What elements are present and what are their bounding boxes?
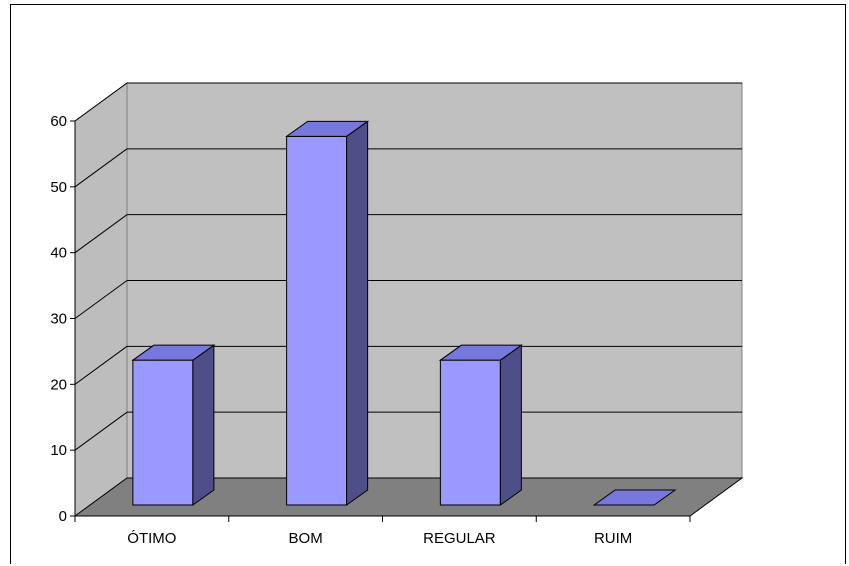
gridline-side: [74, 148, 128, 188]
bar-front: [286, 135, 348, 506]
bar: [438, 344, 523, 506]
x-tick-labels: ÓTIMO BOM REGULAR RUIM: [127, 530, 632, 547]
gridlines: [74, 82, 742, 451]
x-tick-label: ÓTIMO: [127, 530, 176, 547]
axes: [70, 120, 691, 522]
bar-side: [346, 120, 369, 506]
y-tick-label: 40: [50, 245, 67, 262]
bar-front: [132, 359, 194, 506]
bar-top: [285, 120, 370, 137]
y-tick-label: 20: [50, 376, 67, 393]
y-tick-label: 50: [50, 179, 67, 196]
gridline-side: [74, 411, 128, 451]
x-tick-label: BOM: [289, 530, 323, 547]
bar-side: [192, 344, 215, 506]
y-tick-labels: 0 10 20 30 40 50 60: [50, 113, 67, 525]
x-tick-label: RUIM: [594, 530, 632, 547]
bar-top: [131, 344, 216, 361]
y-tick-label: 0: [59, 508, 67, 525]
gridline-side: [74, 82, 128, 122]
gridline-side: [74, 280, 128, 319]
bar-top: [438, 344, 523, 361]
bar-top: [592, 489, 677, 506]
chart-frame: [10, 4, 846, 564]
y-tick-label: 60: [50, 113, 67, 130]
y-tick-label: 10: [50, 442, 67, 459]
gridline-side: [74, 345, 128, 385]
bar: [285, 120, 370, 506]
bar: [592, 489, 677, 506]
y-tick-label: 30: [50, 311, 67, 328]
x-tick-label: REGULAR: [423, 530, 496, 547]
bar-side: [499, 344, 522, 506]
bar: [131, 344, 216, 506]
gridline-side: [74, 214, 128, 254]
bar-front: [439, 359, 501, 506]
bars: [131, 120, 677, 506]
